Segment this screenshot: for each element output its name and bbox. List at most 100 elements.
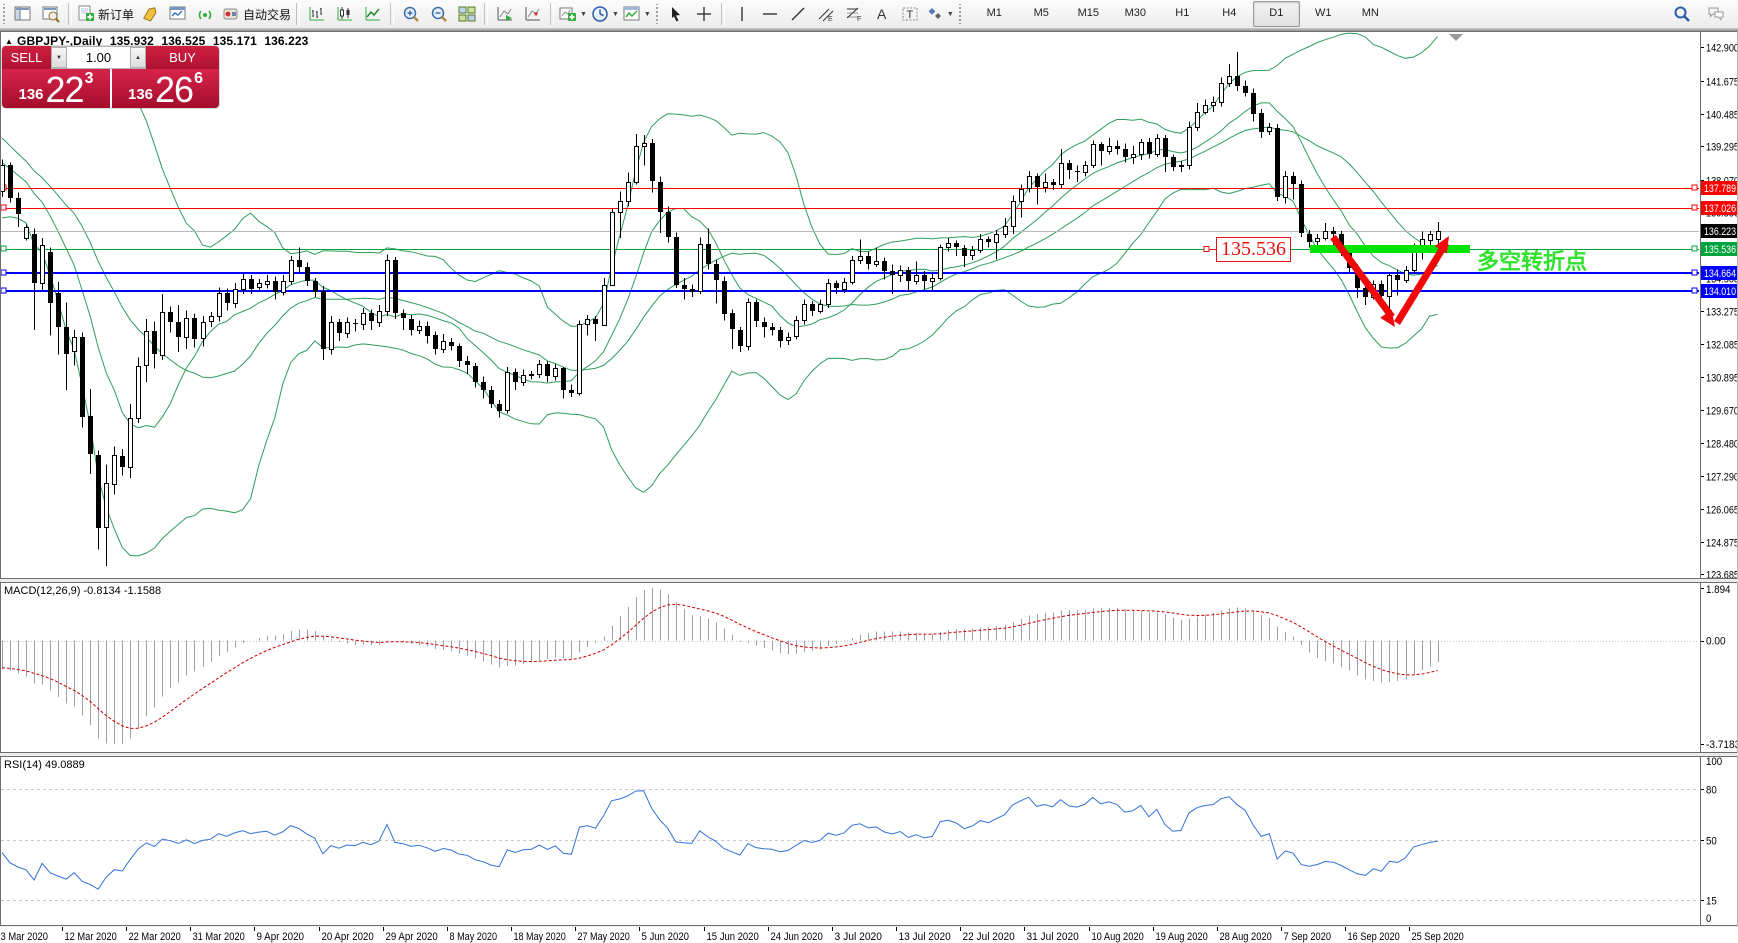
line-handle[interactable] [1691,184,1698,191]
fibonacci-icon[interactable]: F [840,2,868,26]
candle-bull [1107,146,1112,152]
candle-bear [1051,182,1056,185]
trendline-icon[interactable] [784,2,812,26]
autotrade-button[interactable]: 自动交易 [220,2,293,26]
timeframe-w1[interactable]: W1 [1315,7,1332,19]
toolbar-separator [720,3,725,25]
collapse-trade-panel-icon[interactable]: ▲ [5,37,14,46]
price-callout-label[interactable]: 135.536 [1216,237,1291,263]
line-handle[interactable] [1,245,7,252]
callout-anchor-handle[interactable] [1203,246,1210,252]
date-label: 3 Jul 2020 [835,931,883,943]
cursor-icon[interactable] [662,2,690,26]
chat-icon[interactable] [1702,2,1730,26]
channel-icon[interactable]: E [812,2,840,26]
candle-bear [1339,234,1344,248]
candle-bear [593,319,598,324]
line-handle[interactable] [1691,287,1698,294]
zoom-out-icon[interactable] [425,2,453,26]
bar-chart-icon[interactable] [303,2,331,26]
new-order-button[interactable]: 新订单 [75,2,136,26]
template-icon[interactable]: ▼ [621,2,653,26]
indicator-fav-icon[interactable]: * [519,2,547,26]
toolbar-drag-handle[interactable] [653,4,661,24]
candle-bull [1195,112,1200,128]
date-label: 22 Jul 2020 [963,931,1015,943]
svg-text:F: F [857,16,861,23]
toolbar-drag-handle[interactable] [1,4,8,24]
profile-window-icon[interactable] [37,2,65,26]
turning-point-annotation[interactable]: 多空转折点 [1477,249,1588,275]
timeframe-m30[interactable]: M30 [1124,7,1146,19]
shapes-icon[interactable]: ▼ [924,2,956,26]
candle-chart-icon[interactable] [331,2,359,26]
rsi-pane[interactable]: 100 80 50 15 0 [0,756,1738,926]
price-pane[interactable]: 142.900141.675140.485139.295138.070136.8… [0,31,1738,579]
macd-pane[interactable]: 1.894 0.00 -3.7183 [0,582,1738,753]
chart-window: 142.900141.675140.485139.295138.070136.8… [0,31,1738,943]
indicator-list-icon[interactable] [491,2,519,26]
chart-window-icon[interactable] [9,2,37,26]
candle-bull [610,212,615,286]
zoom-in-icon[interactable] [397,2,425,26]
volume-field: ▼ 1.00 ▲ [51,46,146,69]
text-icon[interactable]: A [868,2,896,26]
volume-decrease-button[interactable]: ▼ [51,47,67,68]
hline-icon[interactable] [756,2,784,26]
timeframe-m1[interactable]: M1 [986,7,1002,19]
search-icon[interactable] [1668,2,1696,26]
tile-windows-icon[interactable] [453,2,481,26]
date-label: 8 May 2020 [450,931,498,943]
line-handle[interactable] [1,287,7,294]
v-shape-arrow[interactable] [1330,234,1395,327]
timeframe-m15[interactable]: M15 [1077,7,1099,19]
macd-signal-value: -1.1588 [123,585,162,597]
volume-input[interactable]: 1.00 [85,50,112,65]
candle-bull [40,245,45,284]
candle-bull [1315,238,1320,242]
label-icon[interactable]: T [896,2,924,26]
market-watch-icon[interactable] [164,2,192,26]
sell-button[interactable]: SELL [2,46,51,69]
candle-bear [778,330,783,341]
price-tick-label: 129.670 [1706,406,1738,418]
turning-point-highlight-bar[interactable] [1310,245,1470,253]
line-handle[interactable] [1691,245,1698,252]
signal-icon[interactable] [192,2,220,26]
time-axis[interactable]: 3 Mar 2020 12 Mar 2020 22 Mar 2020 31 Mar 2… [0,927,1738,943]
add-indicator-icon[interactable]: ▼ [557,2,589,26]
timeframe-d1[interactable]: D1 [1252,1,1300,27]
line-handle[interactable] [1,269,7,276]
candle-bull [642,143,647,147]
timeframe-h4[interactable]: H4 [1222,7,1237,19]
toolbar-drag-handle[interactable] [956,4,964,24]
timeframe-m5[interactable]: M5 [1033,7,1049,19]
timeframe-mn[interactable]: MN [1361,7,1379,19]
sell-price-button[interactable]: 136 22 3 [2,69,110,108]
period-clock-icon[interactable]: ▼ [589,2,621,26]
line-handle[interactable] [1691,204,1698,211]
date-label: 31 Jul 2020 [1027,931,1079,943]
vline-icon[interactable] [728,2,756,26]
candle-bear [88,416,93,454]
buy-button[interactable]: BUY [146,46,219,69]
price-tick-label: 133.275 [1706,307,1738,319]
v-shape-arrow[interactable] [1394,236,1449,325]
date-label: 29 Apr 2020 [386,931,438,943]
candle-bear [1299,184,1304,233]
candle-bull [970,250,975,256]
volume-increase-button[interactable]: ▲ [130,47,146,68]
rsi-tick-label: 50 [1706,836,1717,848]
toolbar-separator [550,3,555,25]
timeframe-h1[interactable]: H1 [1175,7,1190,19]
buy-price-button[interactable]: 136 26 6 [112,69,219,108]
line-handle[interactable] [1691,269,1698,276]
yellow-tag-icon[interactable] [136,2,164,26]
candle-bull [24,227,29,239]
line-handle[interactable] [1,204,7,211]
line-chart-icon[interactable] [359,2,387,26]
candle-bull [1027,176,1032,189]
candle-bear [1147,142,1152,154]
candle-bull [241,279,246,290]
crosshair-icon[interactable] [690,2,718,26]
